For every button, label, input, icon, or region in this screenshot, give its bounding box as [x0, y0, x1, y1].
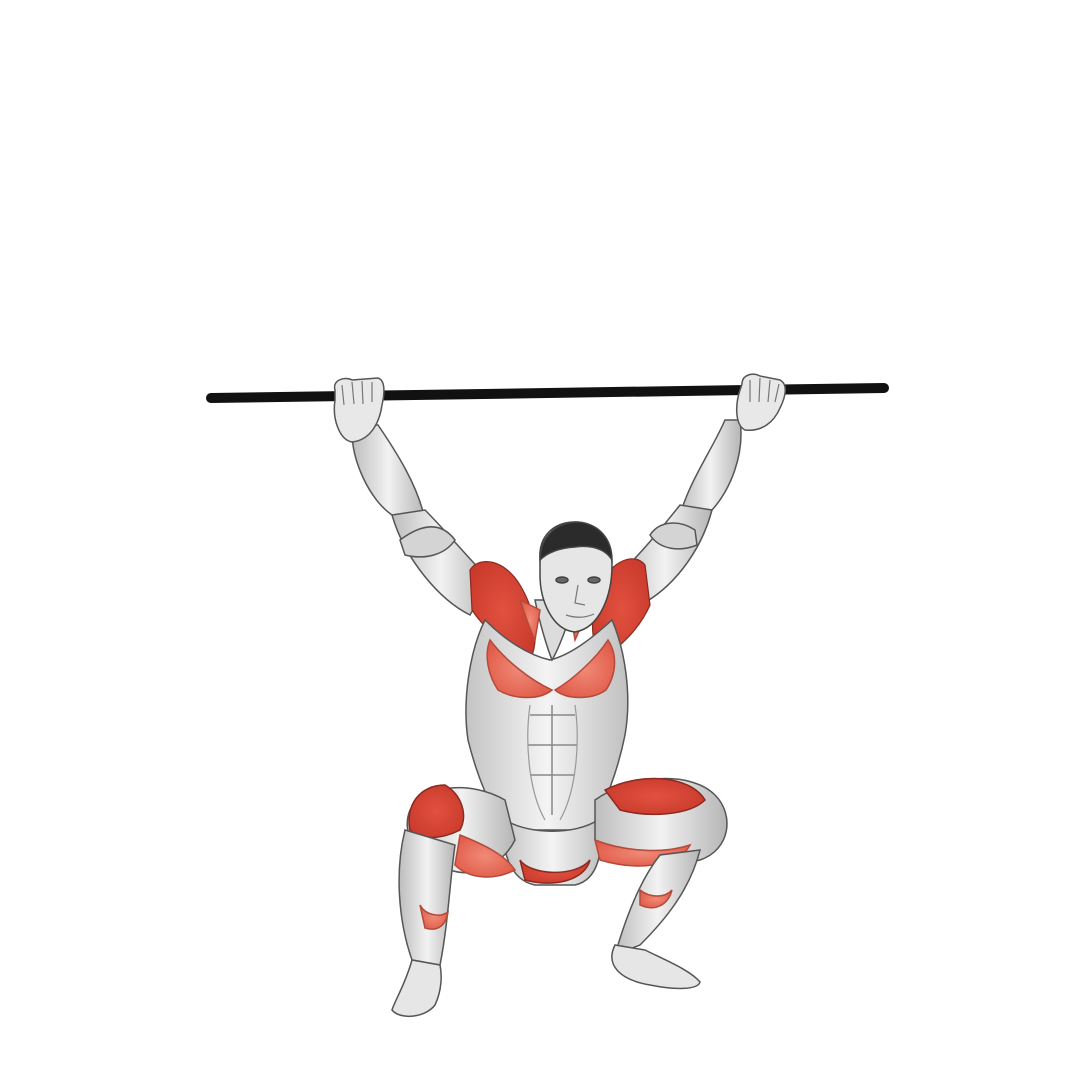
torso	[465, 618, 629, 831]
left-lower-leg	[391, 829, 456, 1017]
right-thigh	[593, 777, 728, 867]
left-arm	[333, 377, 491, 616]
right-lower-leg	[611, 849, 701, 990]
head	[539, 521, 613, 633]
